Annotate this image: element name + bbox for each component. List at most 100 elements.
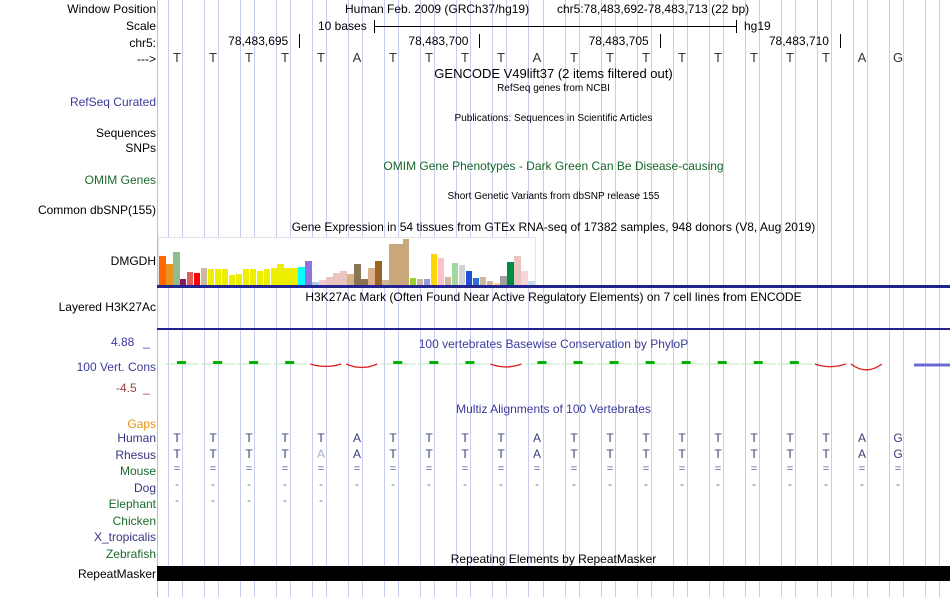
gtex-bar[interactable] [291,267,298,285]
gtex-bar[interactable] [179,279,187,285]
gtex-bar[interactable] [207,269,215,285]
gtex-bar[interactable] [458,264,466,285]
gtex-bar[interactable] [361,278,368,285]
track-label-common-dbsnp[interactable]: Common dbSNP(155) [37,203,156,217]
gtex-bar[interactable] [263,269,271,285]
gtex-bar[interactable] [472,277,480,285]
gtex-bar[interactable] [465,271,473,285]
gtex-bar[interactable] [444,276,452,285]
gtex-bar[interactable] [528,281,535,285]
gtex-bar[interactable] [521,271,528,285]
track-title-publications[interactable]: Publications: Sequences in Scientific Ar… [454,113,653,124]
alignment-char: T [173,447,181,461]
gtex-bar[interactable] [347,273,354,285]
gtex-bar[interactable] [437,258,445,285]
track-label-dmgdh[interactable]: DMGDH [110,254,156,268]
gtex-bar[interactable] [242,269,250,285]
track-label-100-vert-cons[interactable]: 100 Vert. Cons [76,360,156,374]
gtex-bar[interactable] [493,283,501,285]
gtex-bar[interactable] [326,276,333,285]
gtex-bar[interactable] [200,267,208,285]
multiz-species-label-chicken[interactable]: Chicken [112,513,156,528]
track-title-conservation[interactable]: 100 vertebrates Basewise Conservation by… [418,337,689,351]
assembly-label: Human Feb. 2009 (GRCh37/hg19) [345,2,530,16]
gtex-bar[interactable] [333,273,340,285]
gtex-bar[interactable] [159,256,166,285]
gtex-bar[interactable] [172,251,180,285]
gtex-bar[interactable] [270,267,278,285]
alignment-char: - [247,479,251,491]
multiz-species-label-dog[interactable]: Dog [133,480,156,495]
track-title-dbsnp[interactable]: Short Genetic Variants from dbSNP releas… [447,191,660,202]
base-letter: G [892,50,904,65]
repeatmasker-feature-bar[interactable] [157,566,950,581]
gtex-bar[interactable] [500,275,508,285]
gtex-bar[interactable] [284,267,292,285]
track-title-multiz[interactable]: Multiz Alignments of 100 Vertebrates [456,402,651,416]
gtex-bar[interactable] [186,272,194,285]
gtex-bar[interactable] [312,282,319,285]
alignment-char: T [750,447,758,461]
ruler-tick-label: 78,483,700 [408,34,469,48]
multiz-species-label-mouse[interactable]: Mouse [119,464,156,478]
cons-min-label: -4.5 [116,381,137,395]
gtex-bar[interactable] [514,256,521,285]
multiz-species-label-human[interactable]: Human [117,431,156,445]
base-letter: T [317,50,325,65]
gtex-bar[interactable] [221,269,229,285]
gtex-bar[interactable] [165,263,173,285]
track-label-refseq-curated[interactable]: RefSeq Curated [69,95,156,109]
track-title-repeatmasker[interactable]: Repeating Elements by RepeatMasker [450,552,657,566]
gtex-bar[interactable] [354,263,361,285]
gtex-bar[interactable] [451,262,459,285]
gtex-bar[interactable] [228,274,236,285]
gtex-bar[interactable] [486,281,494,285]
track-title-omim[interactable]: OMIM Gene Phenotypes - Dark Green Can Be… [383,159,724,173]
gtex-bar[interactable] [305,261,312,285]
gtex-bar[interactable] [375,261,382,285]
gtex-expression-chart[interactable] [158,237,536,285]
gtex-bar[interactable] [409,277,417,285]
gtex-bar[interactable] [256,271,264,285]
gtex-bar[interactable] [507,262,515,285]
alignment-char: = [822,463,830,475]
gtex-bar[interactable] [214,269,222,285]
gtex-bar[interactable] [430,253,438,285]
alignment-char: = [678,463,686,475]
gtex-bar[interactable] [368,268,375,285]
conservation-bar-positive [573,361,583,364]
multiz-species-label-zebrafish[interactable]: Zebrafish [105,546,156,561]
gtex-bar[interactable] [402,239,410,285]
gtex-bar[interactable] [423,278,431,285]
ruler-tick-mark [840,34,841,48]
gtex-bar[interactable] [340,271,347,285]
track-label-omim-genes[interactable]: OMIM Genes [84,173,156,187]
gtex-bar[interactable] [249,269,257,285]
gtex-bar[interactable] [395,243,403,285]
track-label-repeatmasker[interactable]: RepeatMasker [77,567,156,581]
alignment-char: T [786,447,794,461]
alignment-char: T [281,431,289,445]
gtex-bar[interactable] [298,266,305,285]
multiz-species-label-elephant[interactable]: Elephant [108,497,156,511]
gtex-bar[interactable] [388,243,396,285]
alignment-char: - [319,495,323,507]
conservation-bar-positive [393,361,403,364]
gtex-bar[interactable] [382,280,389,285]
multiz-species-label-x_tropicalis[interactable]: X_tropicalis [93,530,156,544]
track-label-snps[interactable]: SNPs [125,141,156,155]
track-title-refseq[interactable]: RefSeq genes from NCBI [497,83,610,94]
track-title-h3k27ac[interactable]: H3K27Ac Mark (Often Found Near Active Re… [305,290,802,304]
multiz-species-label-rhesus[interactable]: Rhesus [115,447,156,462]
track-title-gencode[interactable]: GENCODE V49lift37 (2 items filtered out) [434,66,673,81]
track-label-layered-h3k27ac[interactable]: Layered H3K27Ac [58,300,156,314]
gtex-bar[interactable] [277,263,285,285]
gtex-bar[interactable] [319,280,326,285]
track-title-gtex[interactable]: Gene Expression in 54 tissues from GTEx … [291,220,816,234]
gtex-bar[interactable] [479,276,487,285]
track-label-sequences[interactable]: Sequences [95,126,156,140]
gtex-bar[interactable] [235,273,243,285]
alignment-char: A [352,447,361,461]
gtex-bar[interactable] [193,273,201,285]
